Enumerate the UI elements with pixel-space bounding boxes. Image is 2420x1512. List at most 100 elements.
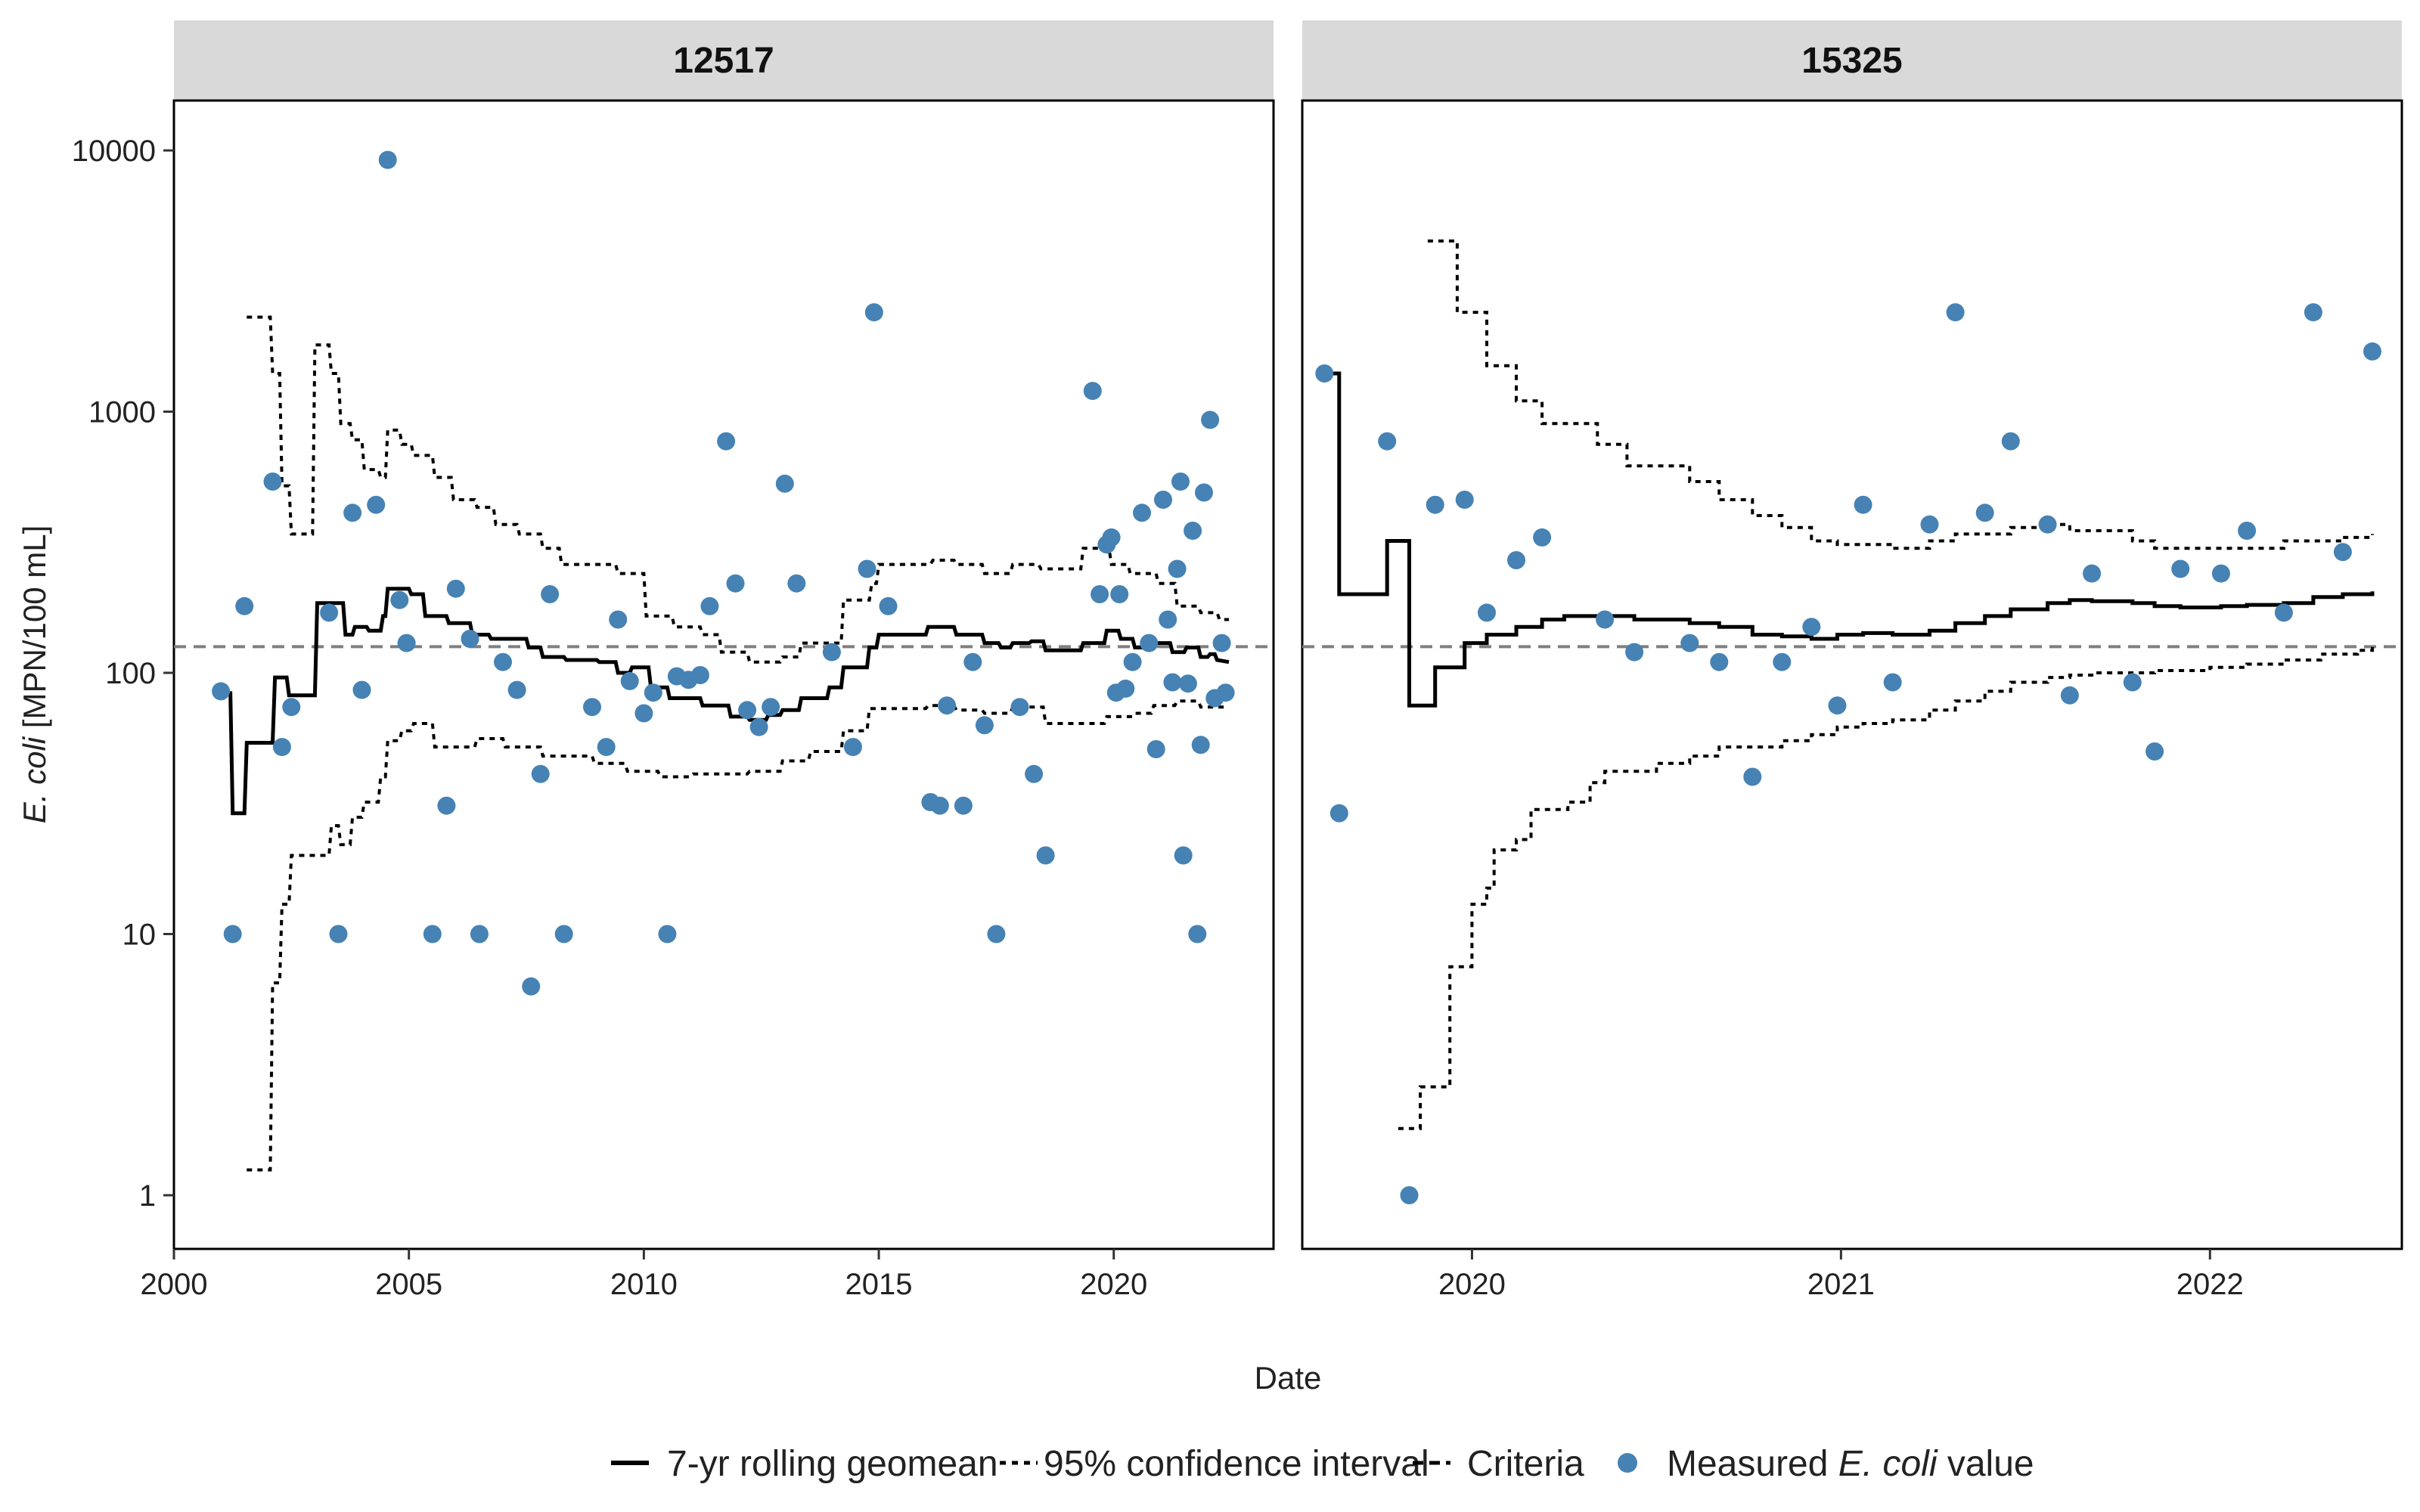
measured-point <box>2123 673 2142 692</box>
measured-point <box>1507 551 1525 569</box>
measured-point <box>2274 603 2293 622</box>
panel-15325: 15325 <box>1301 20 2403 1250</box>
measured-point <box>446 579 465 598</box>
panel-15325-marks <box>1302 239 2402 1204</box>
x-tick-label: 2010 <box>610 1268 678 1301</box>
measured-point <box>1010 698 1029 717</box>
measured-point <box>975 716 994 735</box>
panel-title-12517: 12517 <box>673 41 774 81</box>
measured-point <box>1920 515 1939 534</box>
measured-point <box>541 585 560 603</box>
measured-point <box>272 738 291 757</box>
measured-point <box>634 704 653 723</box>
measured-point <box>320 603 339 622</box>
measured-point <box>1315 364 1334 383</box>
measured-point <box>1140 634 1159 652</box>
measured-point <box>1025 764 1044 783</box>
measured-point <box>583 698 601 717</box>
measured-point <box>461 630 479 648</box>
legend-label-ci: 95% confidence interval <box>1044 1444 1429 1484</box>
measured-point <box>738 701 757 720</box>
measured-point <box>2145 742 2164 761</box>
measured-point <box>658 925 677 943</box>
measured-point <box>1802 618 1821 637</box>
measured-point <box>1596 610 1615 629</box>
measured-point <box>1178 674 1197 693</box>
x-axis-15325: 2020 2021 2022 <box>1438 1249 2244 1301</box>
measured-point <box>1975 503 1994 522</box>
measured-point <box>1159 610 1177 629</box>
x-axis-12517: 2000 2005 2010 2015 2020 <box>141 1249 1147 1301</box>
measured-point <box>2211 564 2230 583</box>
measured-point <box>1133 503 1151 522</box>
measured-point <box>762 698 780 717</box>
measured-point <box>726 574 745 593</box>
measured-point <box>494 652 512 671</box>
measured-point <box>507 680 526 699</box>
measured-point <box>329 925 348 943</box>
measured-point <box>1191 736 1210 754</box>
measured-point <box>1883 673 1902 692</box>
measured-point <box>282 698 301 717</box>
ci-upper-line <box>1427 239 2374 550</box>
measured-point <box>1329 804 1348 823</box>
measured-point <box>1773 652 1792 671</box>
x-tick-label: 2005 <box>375 1268 442 1301</box>
measured-point <box>212 682 231 701</box>
measured-point <box>1212 634 1231 652</box>
measured-point <box>1091 585 1109 603</box>
measured-point <box>2001 432 2020 451</box>
legend-label-criteria: Criteria <box>1467 1444 1584 1484</box>
measured-point <box>1854 495 1872 514</box>
plot-frame <box>1301 99 2403 1250</box>
measured-point <box>609 610 628 629</box>
x-tick-label: 2020 <box>1080 1268 1147 1301</box>
measured-point <box>235 596 254 615</box>
legend: 7-yr rolling geomean 95% confidence inte… <box>611 1444 2034 1484</box>
measured-point <box>1154 491 1172 509</box>
x-axis-title: Date <box>1255 1360 1322 1396</box>
x-tick-label: 2021 <box>1807 1268 1875 1301</box>
measured-point <box>775 474 794 493</box>
measured-point <box>987 925 1006 943</box>
measured-point <box>1171 472 1190 491</box>
measured-point <box>822 643 841 662</box>
strip-background <box>174 20 1274 101</box>
measured-point <box>1116 679 1135 698</box>
measured-point <box>1110 585 1129 603</box>
measured-point <box>879 596 898 615</box>
measured-point <box>843 738 862 757</box>
measured-point <box>2333 543 2352 562</box>
measured-point <box>954 796 973 815</box>
measured-point <box>470 925 489 943</box>
y-tick-label: 100 <box>105 657 156 690</box>
y-axis-title-rest: [MPN/100 mL] <box>17 525 52 737</box>
measured-point <box>1083 382 1102 401</box>
measured-point <box>2083 564 2102 583</box>
measured-point <box>858 559 876 578</box>
ci-lower-line <box>1398 646 2374 1130</box>
measured-point <box>930 796 949 815</box>
legend-item-measured: Measured E. coli value <box>1618 1444 2034 1484</box>
measured-point <box>1400 1186 1419 1204</box>
measured-point <box>1946 303 1965 322</box>
measured-point <box>1625 643 1644 662</box>
measured-point <box>2363 342 2381 361</box>
panel-12517: 12517 <box>172 20 1275 1250</box>
legend-item-criteria: Criteria <box>1413 1444 1584 1484</box>
measured-point <box>700 596 719 615</box>
measured-point <box>690 666 709 684</box>
measured-point <box>644 683 662 702</box>
measured-point <box>367 495 386 514</box>
panel-12517-marks <box>174 150 1274 1172</box>
plot-frame <box>172 99 1275 1250</box>
measured-point <box>1201 411 1220 429</box>
measured-point <box>522 977 541 996</box>
measured-point <box>1146 740 1165 758</box>
measured-point <box>1168 559 1187 578</box>
measured-point <box>2060 686 2079 705</box>
measured-point <box>1680 634 1699 652</box>
measured-point <box>963 652 982 671</box>
y-tick-label: 1000 <box>88 396 156 429</box>
measured-point <box>223 925 242 943</box>
